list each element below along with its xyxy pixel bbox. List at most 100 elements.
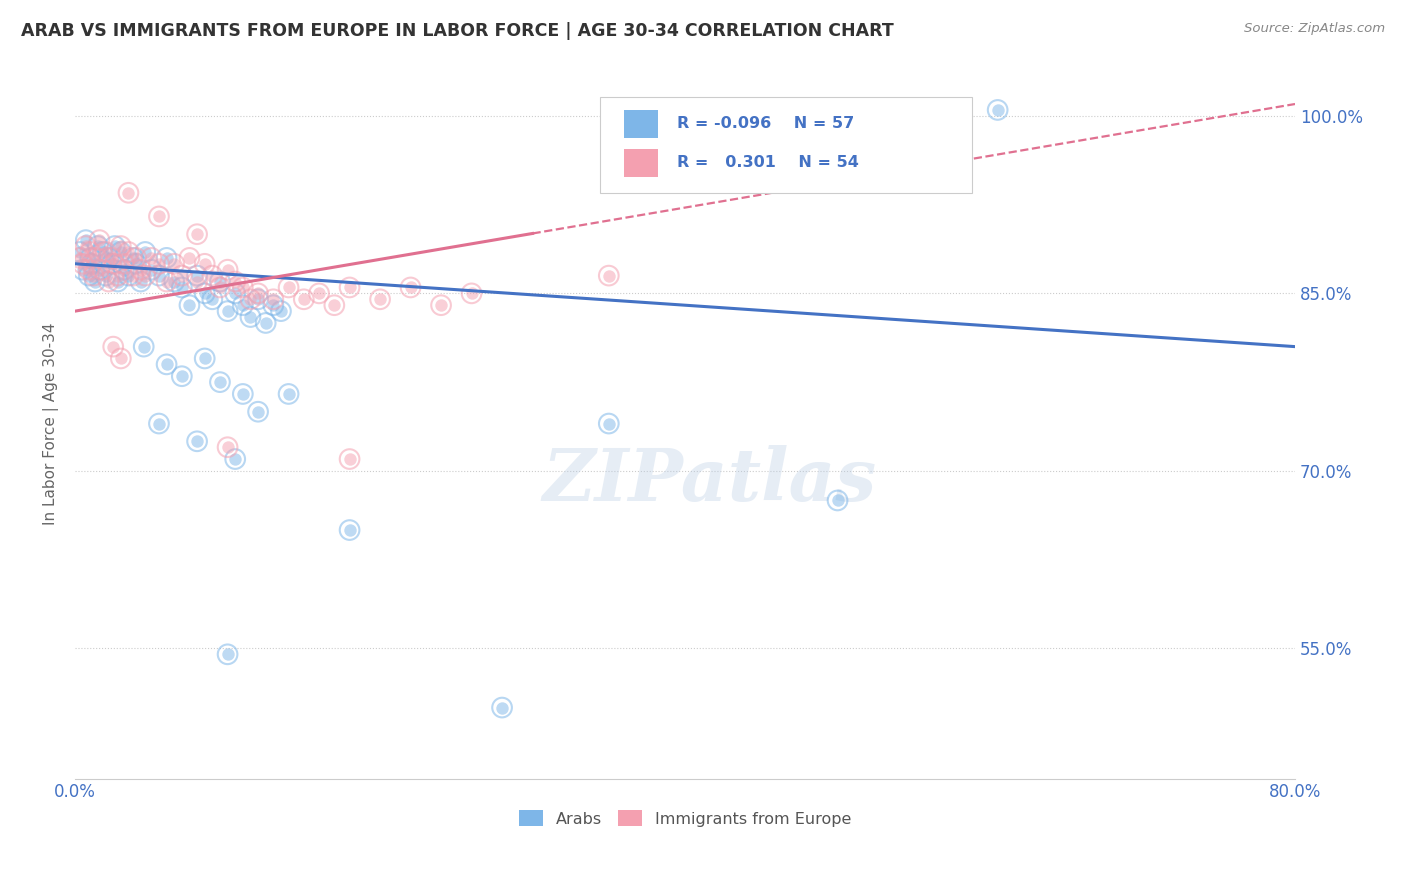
Point (201, 293, 224, 307)
Point (69, 244, 91, 259)
Point (308, 286, 330, 301)
Point (91, 244, 114, 259)
Point (110, 244, 132, 259)
Point (179, 251, 201, 265)
Point (141, 251, 163, 265)
Point (208, 280, 231, 294)
Point (217, 440, 239, 454)
Point (97, 251, 120, 265)
Point (170, 280, 193, 294)
Point (186, 268, 208, 283)
Point (112, 262, 135, 277)
Point (110, 351, 132, 366)
Point (141, 251, 163, 265)
Point (247, 293, 270, 307)
Point (232, 298, 254, 312)
Point (339, 523, 361, 537)
Point (224, 452, 246, 467)
Point (107, 275, 129, 289)
Point (163, 257, 186, 271)
Point (224, 275, 246, 289)
Point (208, 275, 231, 289)
Point (217, 648, 239, 662)
Point (100, 251, 122, 265)
Point (339, 452, 361, 467)
Point (232, 280, 254, 294)
Point (129, 262, 152, 277)
Point (308, 286, 330, 301)
Point (277, 280, 299, 294)
Point (69, 244, 91, 259)
Point (224, 286, 246, 301)
Point (170, 369, 193, 384)
Point (239, 310, 262, 324)
Point (132, 340, 155, 354)
Point (186, 434, 208, 449)
Point (148, 257, 170, 271)
Point (122, 268, 145, 283)
Point (247, 405, 270, 419)
Point (72, 262, 94, 277)
Point (232, 298, 254, 312)
Point (194, 351, 217, 366)
Point (987, 103, 1010, 117)
Point (217, 440, 239, 454)
Point (75, 233, 97, 247)
Point (110, 351, 132, 366)
Point (155, 251, 177, 265)
Point (94, 268, 117, 283)
Point (217, 648, 239, 662)
Point (77, 262, 100, 277)
Point (598, 268, 620, 283)
Point (104, 257, 127, 271)
Point (208, 375, 231, 389)
Point (239, 293, 262, 307)
Point (270, 304, 292, 318)
Point (77, 268, 100, 283)
Point (103, 340, 125, 354)
Point (84, 275, 107, 289)
Point (134, 268, 156, 283)
Point (247, 286, 270, 301)
Point (148, 268, 170, 283)
Point (77, 268, 100, 283)
Point (89, 233, 111, 247)
Point (79, 244, 101, 259)
Point (460, 286, 482, 301)
Point (75, 233, 97, 247)
Point (72, 257, 94, 271)
Point (69, 251, 91, 265)
Point (75, 239, 97, 253)
Point (103, 340, 125, 354)
Point (339, 452, 361, 467)
Point (239, 293, 262, 307)
Point (194, 257, 217, 271)
Point (170, 268, 193, 283)
Point (232, 387, 254, 401)
Point (122, 251, 145, 265)
Point (129, 275, 152, 289)
Point (94, 268, 117, 283)
Point (75, 239, 97, 253)
Point (89, 233, 111, 247)
Point (179, 298, 201, 312)
Point (186, 227, 208, 242)
Point (170, 280, 193, 294)
Point (86, 251, 108, 265)
Point (69, 251, 91, 265)
Point (79, 244, 101, 259)
Point (141, 262, 163, 277)
Point (94, 244, 117, 259)
Point (91, 244, 114, 259)
Point (97, 275, 120, 289)
Point (104, 257, 127, 271)
Point (155, 275, 177, 289)
Point (100, 251, 122, 265)
Point (239, 310, 262, 324)
Point (247, 405, 270, 419)
Point (100, 257, 122, 271)
Point (262, 293, 284, 307)
Point (208, 275, 231, 289)
Point (132, 340, 155, 354)
Point (86, 251, 108, 265)
